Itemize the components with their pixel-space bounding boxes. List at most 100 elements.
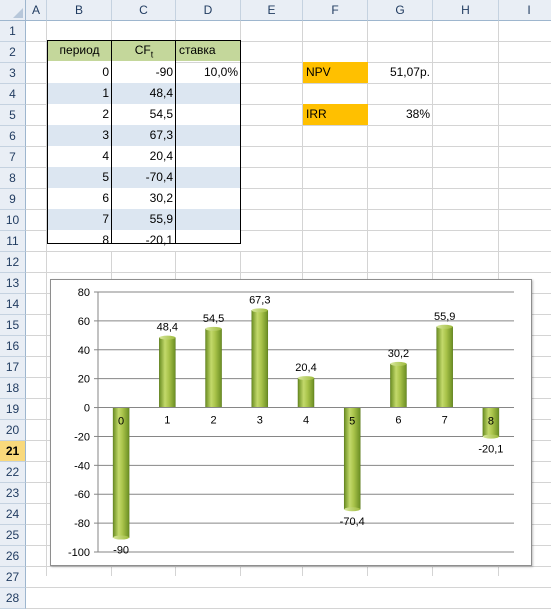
irr-label[interactable]: IRR: [303, 104, 368, 125]
row-header-22[interactable]: 22: [0, 462, 26, 483]
row-header-11[interactable]: 11: [0, 231, 26, 252]
row-header-6[interactable]: 6: [0, 126, 26, 147]
bar: [390, 363, 407, 408]
gridline: [26, 146, 551, 147]
row-header-25[interactable]: 25: [0, 525, 26, 546]
cashflow-cell[interactable]: 54,5: [112, 104, 176, 125]
cashflow-cell[interactable]: 48,4: [112, 83, 176, 104]
cashflow-cell[interactable]: 20,4: [112, 146, 176, 167]
row-header-28[interactable]: 28: [0, 588, 26, 609]
rate-cell[interactable]: [176, 209, 241, 230]
period-cell[interactable]: 6: [47, 188, 112, 209]
column-header-h[interactable]: H: [433, 0, 499, 21]
gridline: [46, 21, 47, 576]
gridline: [26, 272, 551, 273]
column-header-a[interactable]: A: [26, 0, 47, 21]
header-cf-sub: t: [150, 49, 154, 60]
bar: [251, 310, 269, 408]
column-header-e[interactable]: E: [241, 0, 303, 21]
row-header-2[interactable]: 2: [0, 42, 26, 63]
row-header-10[interactable]: 10: [0, 210, 26, 231]
row-header-3[interactable]: 3: [0, 63, 26, 84]
row-header-18[interactable]: 18: [0, 378, 26, 399]
bar: [159, 337, 176, 408]
rate-cell[interactable]: [176, 125, 241, 146]
rate-cell[interactable]: [176, 146, 241, 167]
period-cell[interactable]: 5: [47, 167, 112, 188]
row-header-24[interactable]: 24: [0, 504, 26, 525]
rate-cell[interactable]: [176, 230, 241, 251]
x-tick-label: 6: [395, 415, 401, 427]
period-cell[interactable]: 1: [47, 83, 112, 104]
row-header-16[interactable]: 16: [0, 336, 26, 357]
rate-cell[interactable]: [176, 83, 241, 104]
cashflow-cell[interactable]: -20,1: [112, 230, 176, 251]
column-header-g[interactable]: G: [368, 0, 433, 21]
header-cf[interactable]: CFt: [112, 40, 176, 61]
bar-cap: [205, 326, 222, 331]
table-divider: [111, 40, 112, 244]
row-header-27[interactable]: 27: [0, 567, 26, 588]
row-header-20[interactable]: 20: [0, 420, 26, 441]
period-cell[interactable]: 4: [47, 146, 112, 167]
table-divider: [175, 40, 176, 244]
column-header-f[interactable]: F: [303, 0, 368, 21]
row-header-4[interactable]: 4: [0, 84, 26, 105]
row-header-23[interactable]: 23: [0, 483, 26, 504]
bar-cap: [390, 361, 407, 366]
period-cell[interactable]: 0: [47, 62, 112, 83]
x-tick-label: 1: [164, 415, 170, 427]
rate-cell[interactable]: [176, 104, 241, 125]
period-cell[interactable]: 8: [47, 230, 112, 251]
y-tick-label: -20: [74, 431, 90, 443]
column-header-b[interactable]: B: [47, 0, 112, 21]
row-header-26[interactable]: 26: [0, 546, 26, 567]
row-header-9[interactable]: 9: [0, 189, 26, 210]
row-header-19[interactable]: 19: [0, 399, 26, 420]
cashflow-cell[interactable]: 67,3: [112, 125, 176, 146]
period-cell[interactable]: 7: [47, 209, 112, 230]
header-rate[interactable]: ставка: [176, 40, 241, 61]
cashflow-cell[interactable]: -70,4: [112, 167, 176, 188]
gridline: [26, 188, 551, 189]
x-tick-label: 5: [349, 416, 355, 428]
period-cell[interactable]: 3: [47, 125, 112, 146]
y-tick-label: -80: [74, 518, 90, 530]
y-tick-label: 20: [78, 374, 90, 386]
row-header-13[interactable]: 13: [0, 273, 26, 294]
data-label: 30,2: [388, 348, 409, 360]
y-tick-label: 60: [78, 316, 90, 328]
bar: [436, 326, 453, 408]
rate-cell[interactable]: [176, 167, 241, 188]
data-label: 48,4: [157, 322, 178, 334]
row-header-17[interactable]: 17: [0, 357, 26, 378]
npv-label[interactable]: NPV: [303, 62, 368, 83]
row-header-1[interactable]: 1: [0, 21, 26, 42]
data-label: 20,4: [295, 362, 316, 374]
row-header-12[interactable]: 12: [0, 252, 26, 273]
rate-cell[interactable]: [176, 188, 241, 209]
column-header-d[interactable]: D: [176, 0, 241, 21]
row-header-5[interactable]: 5: [0, 105, 26, 126]
period-cell[interactable]: 2: [47, 104, 112, 125]
cashflow-cell[interactable]: 55,9: [112, 209, 176, 230]
column-header-c[interactable]: C: [112, 0, 176, 21]
cashflow-chart[interactable]: -100 -80 -60 -40 -20 0 20 40 60 80 0 -90 1 48,4 2 54,5 3…: [50, 279, 532, 566]
cashflow-cell[interactable]: -90: [112, 62, 176, 83]
irr-value[interactable]: 38%: [405, 107, 430, 121]
row-header-21[interactable]: 21: [0, 441, 26, 462]
header-period[interactable]: период: [47, 40, 112, 61]
row-header-15[interactable]: 15: [0, 315, 26, 336]
row-header-14[interactable]: 14: [0, 294, 26, 315]
npv-value[interactable]: 51,07р.: [389, 65, 430, 79]
row-header-7[interactable]: 7: [0, 147, 26, 168]
cashflow-cell[interactable]: 30,2: [112, 188, 176, 209]
select-all-corner[interactable]: [0, 0, 26, 21]
gridline: [26, 62, 551, 63]
row-header-8[interactable]: 8: [0, 168, 26, 189]
column-header-i[interactable]: I: [499, 0, 551, 21]
bar: [297, 377, 315, 408]
rate-value[interactable]: 10,0%: [203, 65, 238, 79]
data-label: -90: [113, 545, 129, 557]
gridline: [26, 83, 551, 84]
